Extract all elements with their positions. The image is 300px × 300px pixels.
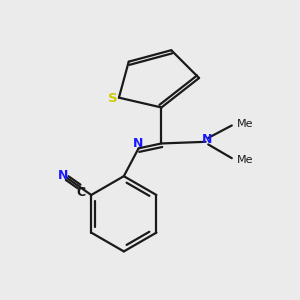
Text: C: C xyxy=(76,186,86,199)
Text: Me: Me xyxy=(237,155,253,165)
Text: N: N xyxy=(58,169,68,182)
Text: N: N xyxy=(201,133,212,146)
Text: N: N xyxy=(133,137,143,150)
Text: S: S xyxy=(108,92,118,105)
Text: Me: Me xyxy=(237,119,253,129)
